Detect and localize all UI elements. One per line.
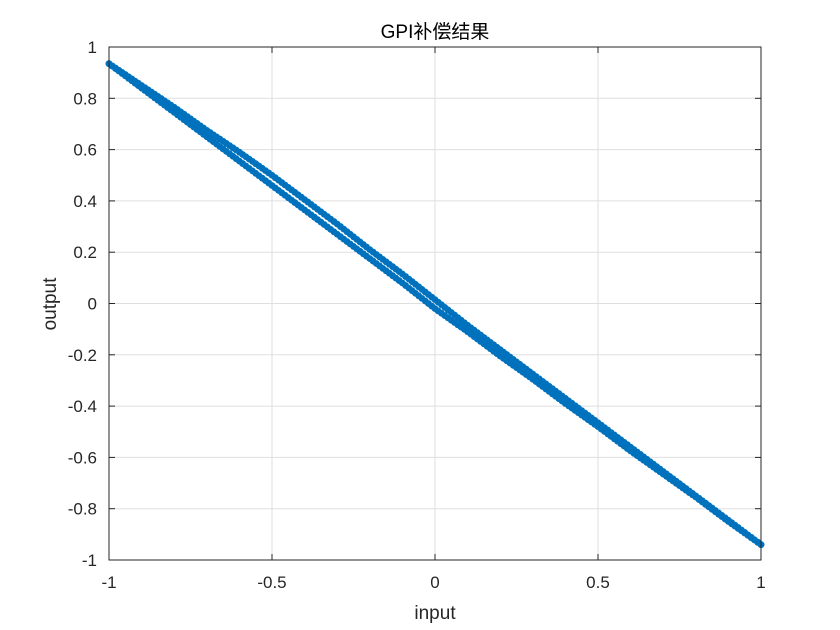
x-tick-label: -1 <box>101 573 116 592</box>
y-tick-label: -0.4 <box>68 397 97 416</box>
chart-title: GPI补偿结果 <box>381 21 490 43</box>
tick-marks <box>108 46 762 561</box>
y-axis-label: output <box>40 277 61 331</box>
y-tick-label: -0.6 <box>68 448 97 467</box>
y-tick-label: 0 <box>88 295 97 314</box>
y-tick-label: 0.6 <box>73 141 97 160</box>
y-tick-label: 0.4 <box>73 192 97 211</box>
grid-lines <box>109 47 761 560</box>
y-tick-label: 0.8 <box>73 89 97 108</box>
x-tick-labels: -1 -0.5 0 0.5 1 <box>101 573 765 592</box>
x-tick-label: 0.5 <box>586 573 610 592</box>
y-tick-label: -0.8 <box>68 500 97 519</box>
x-axis-label: input <box>414 603 456 624</box>
x-tick-label: 1 <box>756 573 765 592</box>
y-tick-label: 1 <box>88 38 97 57</box>
y-tick-label: 0.2 <box>73 243 97 262</box>
data-points <box>105 60 765 549</box>
x-tick-label: 0 <box>430 573 439 592</box>
y-tick-label: -0.2 <box>68 346 97 365</box>
y-tick-label: -1 <box>82 551 97 570</box>
y-tick-labels: 1 0.8 0.6 0.4 0.2 0 -0.2 -0.4 -0.6 -0.8 -1 <box>68 38 97 570</box>
x-tick-label: -0.5 <box>257 573 286 592</box>
